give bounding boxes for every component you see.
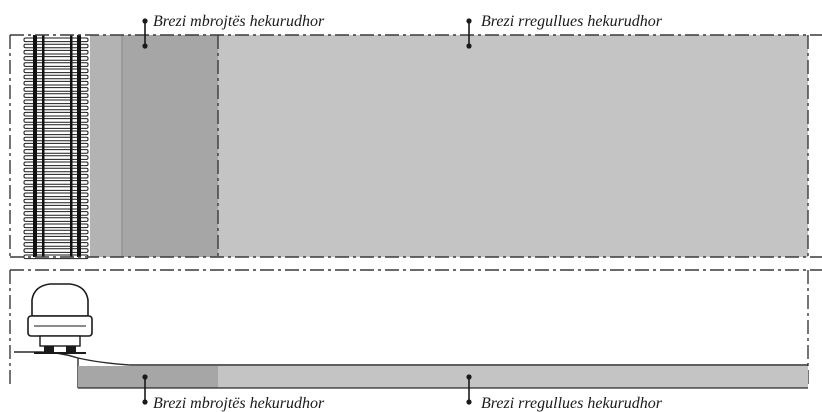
bottom-regulating-marker	[466, 374, 472, 405]
bottom-protective-label: Brezi mbrojtës hekurudhor	[153, 395, 325, 412]
bottom-protective-marker	[142, 374, 148, 405]
plan-regulating-zone	[218, 35, 808, 257]
train-icon	[27, 283, 93, 354]
section-embankment	[14, 351, 79, 388]
section-embankment-top	[77, 357, 808, 366]
track-rail	[77, 35, 81, 257]
top-protective-marker	[142, 18, 148, 49]
top-regulating-label: Brezi rregullues hekurudhor	[481, 13, 663, 30]
track-rail	[70, 35, 73, 257]
top-protective-label: Brezi mbrojtës hekurudhor	[153, 13, 325, 30]
bottom-regulating-label: Brezi rregullues hekurudhor	[481, 395, 663, 412]
plan-protective-zone	[122, 35, 218, 257]
top-regulating-marker	[466, 18, 472, 49]
track-rail	[42, 35, 45, 257]
section-view: Brezi mbrojtës hekurudhor Brezi rregullu…	[9, 269, 822, 412]
plan-ballast-strip	[90, 35, 122, 257]
plan-railway-track	[22, 35, 90, 260]
section-protective-zone	[78, 366, 218, 388]
track-rail	[33, 35, 37, 257]
section-regulating-zone	[218, 366, 808, 388]
plan-view: Brezi mbrojtës hekurudhor Brezi rregullu…	[9, 13, 822, 260]
